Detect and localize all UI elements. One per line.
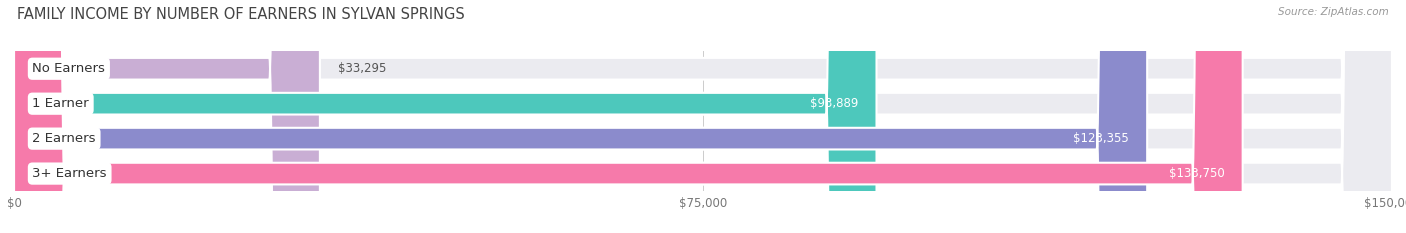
FancyBboxPatch shape <box>14 0 1392 233</box>
Text: Source: ZipAtlas.com: Source: ZipAtlas.com <box>1278 7 1389 17</box>
FancyBboxPatch shape <box>14 0 876 233</box>
FancyBboxPatch shape <box>14 0 1392 233</box>
FancyBboxPatch shape <box>14 0 1243 233</box>
Text: $93,889: $93,889 <box>810 97 858 110</box>
FancyBboxPatch shape <box>14 0 1392 233</box>
Text: FAMILY INCOME BY NUMBER OF EARNERS IN SYLVAN SPRINGS: FAMILY INCOME BY NUMBER OF EARNERS IN SY… <box>17 7 464 22</box>
FancyBboxPatch shape <box>14 0 1147 233</box>
FancyBboxPatch shape <box>14 0 321 233</box>
Text: 2 Earners: 2 Earners <box>32 132 96 145</box>
Text: $133,750: $133,750 <box>1168 167 1225 180</box>
Text: $33,295: $33,295 <box>339 62 387 75</box>
Text: 3+ Earners: 3+ Earners <box>32 167 107 180</box>
Text: $123,355: $123,355 <box>1073 132 1129 145</box>
Text: 1 Earner: 1 Earner <box>32 97 89 110</box>
Text: No Earners: No Earners <box>32 62 105 75</box>
FancyBboxPatch shape <box>14 0 1392 233</box>
